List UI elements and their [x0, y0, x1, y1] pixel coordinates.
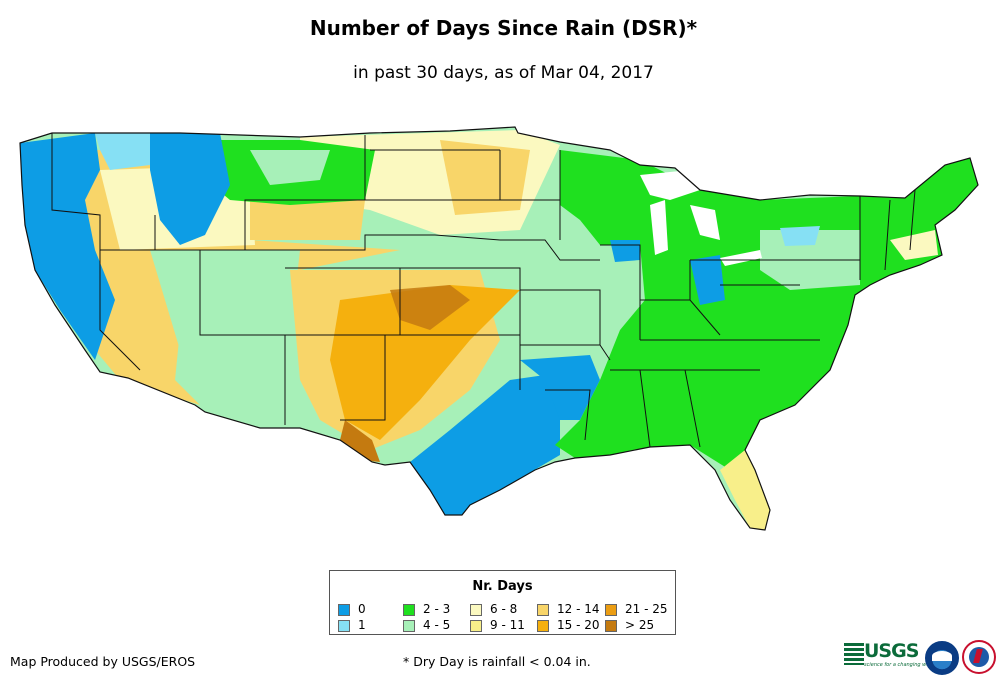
legend-item-12-14: 12 - 14 — [537, 602, 600, 616]
legend-swatch — [605, 603, 617, 616]
legend-swatch — [403, 603, 415, 616]
legend-item-9-11: 9 - 11 — [470, 618, 525, 632]
legend-label: 1 — [358, 618, 366, 632]
zone-0-idaho — [150, 133, 230, 245]
legend-label: > 25 — [625, 618, 655, 632]
legend-label: 21 - 25 — [625, 602, 668, 616]
lake-erie — [720, 250, 762, 266]
legend-label: 15 - 20 — [557, 618, 600, 632]
legend-swatch — [338, 619, 350, 632]
legend-item-2-3: 2 - 3 — [403, 602, 450, 616]
legend-swatch — [605, 619, 617, 632]
zone-9-11-florida — [720, 450, 770, 530]
legend-item-1: 1 — [338, 618, 366, 632]
map-title: Number of Days Since Rain (DSR)* — [309, 16, 698, 40]
legend-item-15-20: 15 - 20 — [537, 618, 600, 632]
zone-4-5-montana — [250, 150, 330, 185]
usgs-wordmark: USGS — [864, 640, 919, 662]
legend-swatch — [403, 619, 415, 632]
lake-michigan — [650, 200, 668, 255]
zone-15-20 — [330, 285, 520, 440]
zone-0-chicago — [610, 240, 640, 262]
nws-logo — [962, 640, 996, 674]
legend-title: Nr. Days — [472, 579, 533, 594]
zone-1-northwest — [95, 133, 150, 170]
zone-gt-25-plains — [390, 285, 470, 330]
usgs-wave-icon — [844, 643, 864, 665]
zone-0-pacific — [20, 133, 115, 360]
legend-swatch — [338, 603, 350, 616]
dry-day-note: * Dry Day is rainfall < 0.04 in. — [403, 654, 591, 669]
legend-swatch — [537, 603, 549, 616]
zone-4-5-arizona — [175, 330, 290, 428]
map-subtitle: in past 30 days, as of Mar 04, 2017 — [353, 63, 654, 83]
zone-0-texas — [410, 375, 560, 515]
zone-4-5-basin — [150, 250, 300, 350]
legend-item-gt-25: > 25 — [605, 618, 654, 632]
usgs-logo: USGS science for a changing world — [844, 640, 936, 670]
legend-label: 4 - 5 — [423, 618, 451, 632]
legend-swatch — [537, 619, 549, 632]
state-borders — [51, 133, 916, 448]
zone-6-8-new-england — [890, 230, 938, 260]
zone-12-14-wyoming — [250, 200, 365, 240]
legend-label: 12 - 14 — [557, 602, 600, 616]
legend-item-0: 0 — [338, 602, 366, 616]
legend-swatch — [470, 603, 482, 616]
us-dsr-map — [19, 126, 979, 531]
credit-text: Map Produced by USGS/EROS — [10, 654, 196, 669]
noaa-logo — [925, 641, 959, 675]
legend: Nr. Days 0 1 2 - 3 4 - 5 6 - 8 9 - 11 12… — [329, 570, 676, 635]
legend-item-4-5: 4 - 5 — [403, 618, 450, 632]
zone-4-5-illinois — [600, 245, 645, 330]
zone-gt-25-texas — [340, 420, 380, 462]
noaa-bird-icon — [932, 651, 952, 661]
zone-12-14-dakotas — [440, 140, 530, 215]
zone-0-lower-mississippi — [520, 355, 600, 420]
legend-swatch — [470, 619, 482, 632]
legend-label: 6 - 8 — [490, 602, 518, 616]
legend-item-6-8: 6 - 8 — [470, 602, 517, 616]
legend-label: 9 - 11 — [490, 618, 525, 632]
lake-huron — [690, 205, 720, 240]
legend-item-21-25: 21 - 25 — [605, 602, 668, 616]
zone-1-new-york — [780, 226, 820, 246]
usgs-tagline: science for a changing world — [864, 662, 936, 668]
dsr-zones — [20, 127, 978, 530]
legend-label: 2 - 3 — [423, 602, 451, 616]
zone-0-ohio — [690, 255, 725, 305]
legend-label: 0 — [358, 602, 366, 616]
